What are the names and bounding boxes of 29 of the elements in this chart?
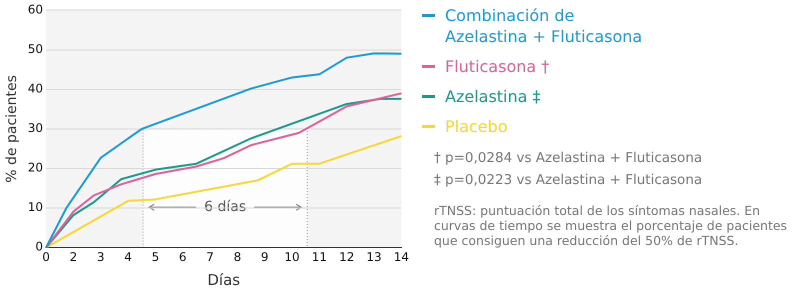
y-tick-label: 50: [28, 42, 44, 56]
x-tick-label: 13: [366, 250, 382, 264]
y-axis-title: % de pacientes: [4, 75, 20, 183]
x-tick-label: 14: [394, 250, 410, 264]
text: ‡ p=0,0223 vs Azelastina + Fluticasona: [434, 171, 704, 190]
x-tick-label: 8: [234, 250, 242, 264]
x-tick-label: 3: [96, 250, 105, 264]
legend-label: Placebo: [445, 116, 508, 137]
y-tick-label: 20: [28, 160, 44, 175]
legend-label: Fluticasona †: [445, 56, 550, 77]
legend-label: Combinación de Azelastina + Fluticasona: [445, 5, 644, 47]
y-tick-label: 30: [28, 121, 44, 136]
x-axis-title: Días: [207, 270, 240, 289]
text: rTNSS: puntuación total de los síntomas nasales. En curvas de tiempo se muestra el porcentaje de pacientes que consiguen una reducción del 50% de rTNSS.: [434, 203, 788, 248]
y-tick-label: 0: [35, 240, 44, 254]
legend-label: Azelastina ‡: [445, 86, 542, 107]
x-tick-label: 7: [206, 250, 214, 264]
text: † p=0,0284 vs Azelastina + Fluticasona: [434, 149, 704, 168]
x-tick-label: 12: [339, 250, 354, 264]
x-tick-label: 6: [178, 250, 187, 264]
y-tick-label: 40: [28, 81, 44, 96]
x-tick-label: 11: [312, 250, 328, 264]
x-tick-label: 4: [124, 250, 132, 264]
y-tick-label: 60: [28, 2, 44, 16]
x-tick-label: 2: [70, 250, 78, 264]
x-tick-label: 5: [152, 250, 160, 264]
y-tick-label: 10: [28, 200, 44, 214]
x-tick-label: 10: [284, 250, 300, 264]
x-tick-label: 9: [260, 250, 269, 264]
